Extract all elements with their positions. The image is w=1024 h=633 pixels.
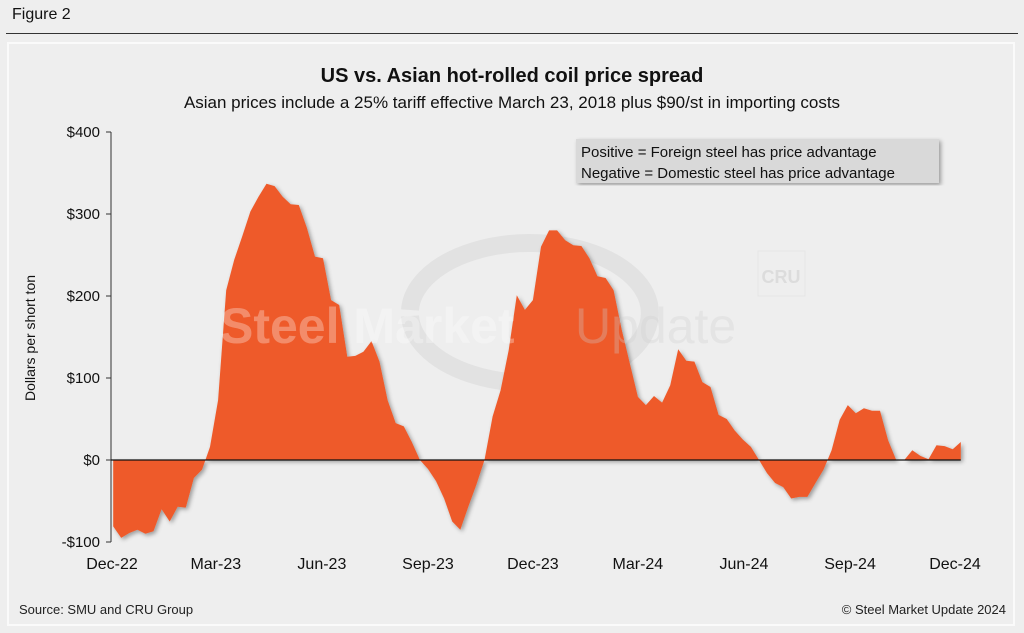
x-tick-label: Dec-24 [929, 556, 981, 573]
watermark [401, 234, 659, 392]
figure-label: Figure 2 [12, 6, 71, 23]
watermark-text: Steel Market Update [220, 298, 736, 354]
y-tick-label: $200 [67, 288, 100, 305]
x-tick-label: Sep-24 [824, 556, 876, 573]
cru-logo: CRU [757, 250, 806, 297]
watermark-bold: Steel Market [220, 298, 515, 354]
annotation-negative: Negative = Domestic steel has price adva… [581, 165, 895, 182]
cru-logo-text: CRU [762, 267, 801, 287]
y-tick-label: $100 [67, 370, 100, 387]
annotation-box: Positive = Foreign steel has price advan… [576, 139, 939, 183]
x-tick-label: Mar-23 [190, 556, 241, 573]
y-tick-label: -$100 [62, 534, 100, 551]
x-tick-label: Mar-24 [613, 556, 664, 573]
watermark-light: Update [575, 298, 736, 354]
y-tick-label: $0 [83, 452, 100, 469]
spread-area [113, 183, 961, 538]
y-tick-label: $400 [67, 124, 100, 141]
y-tick-label: $300 [67, 206, 100, 223]
x-tick-label: Dec-23 [507, 556, 559, 573]
x-tick-label: Sep-23 [402, 556, 454, 573]
watermark-arc [401, 234, 659, 392]
x-tick-label: Jun-24 [720, 556, 769, 573]
source-note: Source: SMU and CRU Group [19, 602, 194, 617]
header-divider [6, 33, 1018, 34]
copyright-note: © Steel Market Update 2024 [841, 602, 1006, 617]
x-tick-label: Jun-23 [297, 556, 346, 573]
annotation-positive: Positive = Foreign steel has price advan… [581, 144, 877, 161]
chart-title: US vs. Asian hot-rolled coil price sprea… [321, 65, 704, 87]
y-axis-label: Dollars per short ton [22, 275, 38, 401]
x-tick-label: Dec-22 [86, 556, 138, 573]
chart-subtitle: Asian prices include a 25% tariff effect… [184, 93, 840, 112]
